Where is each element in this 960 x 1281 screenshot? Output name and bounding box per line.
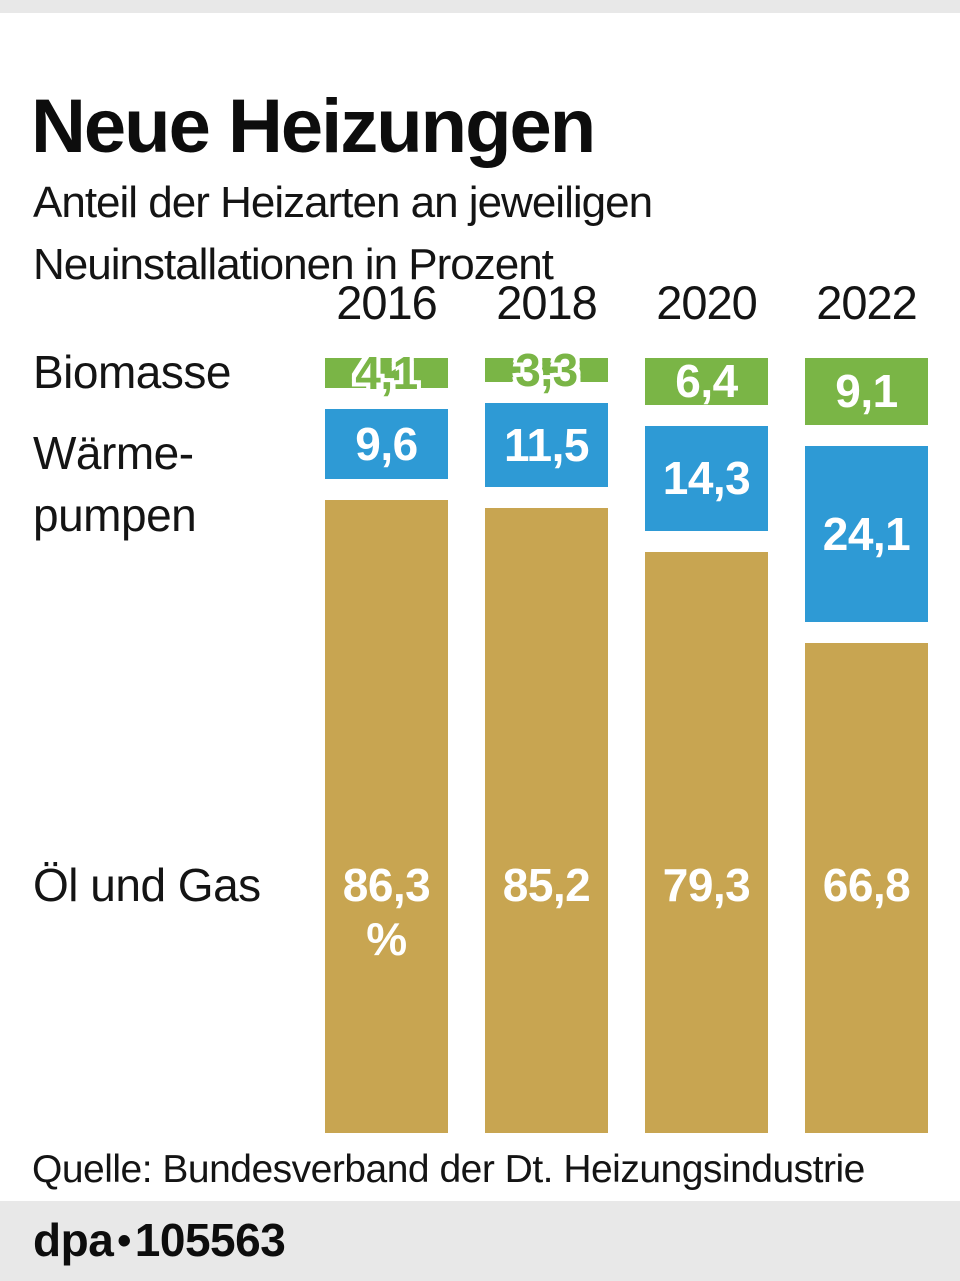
bar-oel-gas-2020 bbox=[645, 551, 768, 1133]
value-biomasse-2016: 4,1 bbox=[355, 347, 418, 400]
footer-credit: dpa •105563 bbox=[33, 1212, 286, 1268]
value-waermepumpen-2020: 14,3 bbox=[662, 452, 751, 505]
source-note: Quelle: Bundesverband der Dt. Heizungsin… bbox=[32, 1148, 865, 1191]
bar-waermepumpen-2016 bbox=[325, 409, 448, 480]
value-unit-percent: % bbox=[366, 913, 407, 965]
bar-waermepumpen-2018 bbox=[485, 403, 608, 488]
bar-biomasse-2018 bbox=[485, 358, 608, 383]
dpa-logo: dpa bbox=[33, 1214, 114, 1266]
bar-oel-gas-2016 bbox=[325, 500, 448, 1133]
footer-separator-dot: • bbox=[117, 1219, 131, 1263]
value-waermepumpen-2022: 24,1 bbox=[822, 508, 911, 561]
chart-subtitle: Anteil der Heizarten an jeweiligen Neuin… bbox=[33, 178, 653, 289]
value-biomasse-2020: 6,4 bbox=[675, 355, 738, 408]
row-label-waermepumpen: Wärme- pumpen bbox=[33, 427, 197, 541]
value-oel-gas-2022: 66,8 bbox=[822, 859, 911, 911]
bar-waermepumpen-2020 bbox=[645, 425, 768, 531]
bar-oel-gas-2018 bbox=[485, 508, 608, 1133]
bar-waermepumpen-2022 bbox=[805, 445, 928, 623]
value-oel-gas-2020: 79,3 bbox=[662, 859, 751, 911]
value-oel-gas-2018: 85,2 bbox=[502, 859, 591, 911]
value-biomasse-2022: 9,1 bbox=[835, 365, 898, 418]
bar-biomasse-2020 bbox=[645, 358, 768, 405]
bar-biomasse-2016 bbox=[325, 358, 448, 389]
year-label-2018: 2018 bbox=[496, 276, 598, 329]
value-oel-gas-2016: 86,3% bbox=[325, 858, 448, 966]
value-waermepumpen-2018: 11,5 bbox=[504, 419, 590, 472]
bar-biomasse-2022 bbox=[805, 358, 928, 425]
row-label-oel-und-gas: Öl und Gas bbox=[33, 859, 261, 911]
bar-oel-gas-2022 bbox=[805, 643, 928, 1133]
year-label-2022: 2022 bbox=[816, 276, 918, 329]
footer-strip bbox=[0, 1201, 960, 1281]
year-label-2020: 2020 bbox=[656, 276, 758, 329]
value-waermepumpen-2016: 9,6 bbox=[355, 418, 418, 471]
footer-graphic-id: 105563 bbox=[134, 1214, 286, 1266]
year-label-2016: 2016 bbox=[336, 276, 438, 329]
row-label-biomasse: Biomasse bbox=[33, 346, 231, 398]
top-divider-strip bbox=[0, 0, 960, 13]
value-biomasse-2018: 3,3 bbox=[515, 344, 578, 397]
page-title: Neue Heizungen bbox=[31, 83, 596, 169]
